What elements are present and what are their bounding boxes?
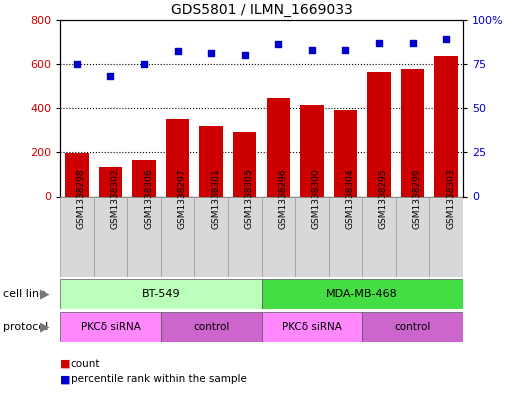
Text: GSM1338303: GSM1338303: [446, 169, 455, 229]
Bar: [60, 279, 262, 309]
Bar: [166, 119, 189, 196]
Point: [140, 61, 148, 67]
Bar: [401, 70, 424, 196]
Bar: [262, 312, 362, 342]
Bar: [127, 196, 161, 277]
Text: ▶: ▶: [40, 287, 49, 300]
Bar: [328, 196, 362, 277]
Bar: [60, 196, 94, 277]
Text: GSM1338300: GSM1338300: [312, 169, 321, 229]
Bar: [195, 196, 228, 277]
Text: GSM1338304: GSM1338304: [345, 169, 355, 229]
Title: GDS5801 / ILMN_1669033: GDS5801 / ILMN_1669033: [170, 3, 353, 17]
Point: [341, 47, 349, 53]
Bar: [300, 105, 324, 196]
Text: PKCδ siRNA: PKCδ siRNA: [81, 322, 140, 332]
Bar: [65, 153, 89, 196]
Text: GSM1338297: GSM1338297: [178, 169, 187, 229]
Text: control: control: [394, 322, 431, 332]
Bar: [60, 312, 161, 342]
Point: [375, 40, 383, 46]
Text: GSM1338298: GSM1338298: [77, 169, 86, 229]
Bar: [267, 98, 290, 196]
Bar: [233, 132, 256, 196]
Text: GSM1338299: GSM1338299: [413, 169, 422, 229]
Bar: [99, 167, 122, 196]
Text: ■: ■: [60, 358, 71, 369]
Bar: [295, 196, 328, 277]
Point: [106, 73, 115, 79]
Text: GSM1338295: GSM1338295: [379, 169, 388, 229]
Text: BT-549: BT-549: [142, 289, 180, 299]
Bar: [94, 196, 127, 277]
Bar: [362, 312, 463, 342]
Bar: [228, 196, 262, 277]
Point: [274, 41, 282, 48]
Point: [442, 36, 450, 42]
Text: GSM1338306: GSM1338306: [144, 169, 153, 229]
Text: MDA-MB-468: MDA-MB-468: [326, 289, 398, 299]
Text: GSM1338301: GSM1338301: [211, 169, 220, 229]
Bar: [262, 196, 295, 277]
Text: ■: ■: [60, 374, 71, 384]
Point: [207, 50, 215, 56]
Text: cell line: cell line: [3, 289, 46, 299]
Text: control: control: [193, 322, 230, 332]
Bar: [362, 196, 396, 277]
Bar: [434, 56, 458, 196]
Bar: [334, 110, 357, 196]
Text: count: count: [71, 358, 100, 369]
Point: [174, 48, 182, 55]
Bar: [262, 279, 463, 309]
Text: protocol: protocol: [3, 322, 48, 332]
Point: [408, 40, 417, 46]
Text: GSM1338302: GSM1338302: [110, 169, 119, 229]
Text: percentile rank within the sample: percentile rank within the sample: [71, 374, 246, 384]
Bar: [429, 196, 463, 277]
Point: [241, 52, 249, 58]
Text: PKCδ siRNA: PKCδ siRNA: [282, 322, 342, 332]
Point: [308, 47, 316, 53]
Text: GSM1338296: GSM1338296: [278, 169, 287, 229]
Bar: [161, 312, 262, 342]
Point: [73, 61, 81, 67]
Text: GSM1338305: GSM1338305: [245, 169, 254, 229]
Bar: [199, 126, 223, 196]
Bar: [367, 72, 391, 196]
Bar: [161, 196, 195, 277]
Bar: [396, 196, 429, 277]
Bar: [132, 160, 156, 196]
Text: ▶: ▶: [40, 321, 49, 334]
